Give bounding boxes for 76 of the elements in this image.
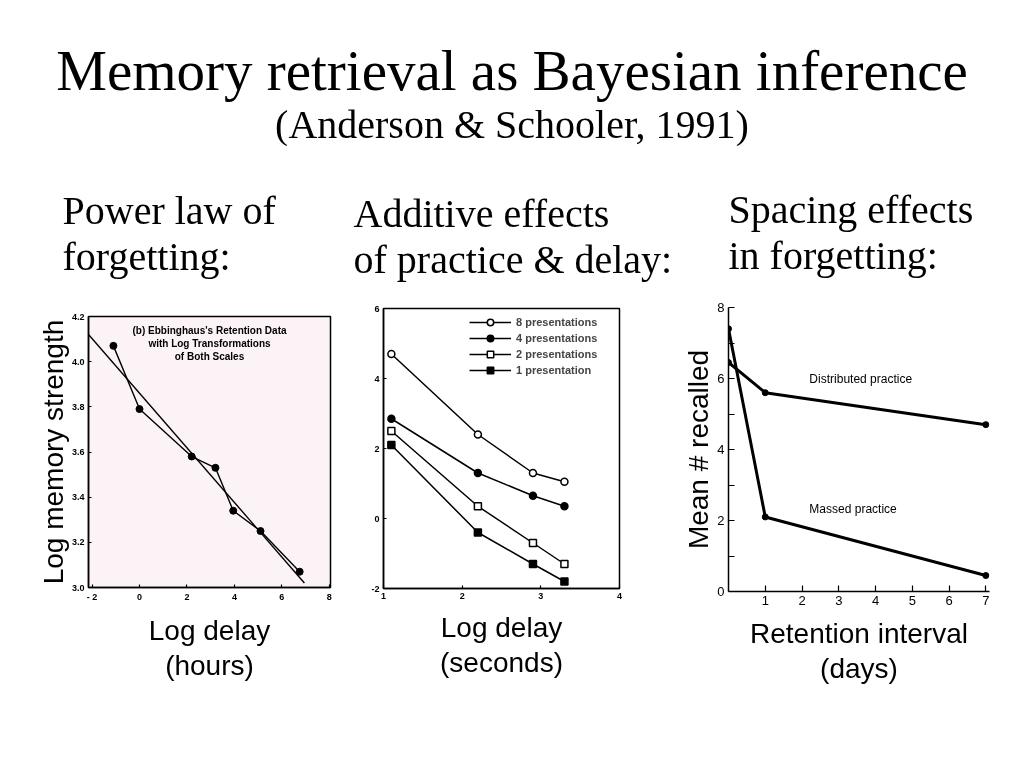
legend-label: 4 presentations: [516, 331, 599, 346]
y-tick-label: 4: [717, 442, 725, 457]
y-tick-label: -2: [371, 583, 380, 594]
text: (Anderson & Schooler, 1991): [274, 102, 750, 147]
legend-label: 1 presentation: [516, 363, 593, 378]
x-axis-title: Log delay (seconds): [440, 611, 563, 679]
y-tick-label: 3.2: [71, 537, 85, 548]
point: [560, 502, 569, 511]
y-axis-title: Log memory strength: [37, 319, 69, 585]
point: [387, 349, 396, 359]
x-tick-label: 6: [945, 592, 953, 608]
y-tick-label: 3.6: [71, 447, 85, 457]
y-tick-label: 0: [374, 513, 380, 524]
y-tick-label: 4.2: [71, 311, 85, 322]
y-tick-label: 3.4: [71, 492, 85, 503]
point: [528, 468, 538, 478]
point: [761, 513, 769, 521]
x-tick-label: 5: [908, 592, 916, 608]
annotation: (b) Ebbinghaus's Retention Data with Log Transformations of Both Scales: [132, 324, 287, 362]
x-tick-label: 4: [617, 590, 623, 601]
point: [560, 477, 569, 486]
point: [256, 527, 265, 536]
x-tick-label: 3: [538, 590, 544, 601]
x-tick-label: 2: [798, 592, 806, 608]
y-tick-label: 3.0: [71, 582, 85, 593]
x-tick-label: 4: [871, 592, 880, 608]
point: [528, 538, 538, 548]
point: [387, 414, 396, 423]
point: [135, 405, 144, 414]
y-tick-label: 6: [374, 303, 380, 314]
legend-label: 8 presentations: [516, 315, 599, 330]
y-tick-label: 4.0: [71, 356, 85, 367]
point: [473, 502, 483, 511]
series-label: Distributed practice: [809, 372, 913, 387]
y-tick-label: 3.8: [71, 401, 85, 412]
y-tick-label: 2: [717, 513, 725, 528]
x-tick-label: 2: [184, 591, 190, 602]
text: Power law of forgetting:: [62, 187, 277, 280]
point: [560, 559, 569, 569]
series-label: Massed practice: [809, 501, 898, 516]
x-tick-label: 3: [835, 592, 843, 608]
point: [473, 468, 483, 478]
x-tick-label: 8: [326, 591, 332, 602]
point: [387, 440, 396, 450]
x-tick-label: 2: [459, 590, 465, 601]
point: [560, 577, 569, 586]
x-tick-label: 1: [381, 590, 387, 601]
point: [761, 389, 769, 397]
x-tick-label: - 2: [86, 591, 98, 602]
point: [528, 491, 538, 500]
chart-title: Spacing effects in forgetting:: [728, 186, 974, 279]
point: [982, 421, 990, 429]
legend-label: 2 presentations: [516, 347, 599, 362]
point: [229, 506, 238, 515]
x-tick-label: 1: [761, 592, 769, 608]
y-tick-label: 4: [374, 373, 380, 384]
text: Memory retrieval as Bayesian inference: [55, 39, 969, 102]
point: [109, 341, 118, 350]
y-tick-label: 6: [717, 371, 725, 386]
point: [295, 567, 304, 576]
x-axis-title: Retention interval (days): [750, 617, 968, 685]
point: [211, 463, 220, 472]
y-axis-title: Mean # recalled: [683, 349, 715, 550]
point: [473, 430, 483, 439]
y-tick-label: 8: [717, 300, 725, 315]
x-tick-label: 0: [137, 591, 143, 602]
point: [982, 572, 990, 580]
point: [473, 528, 483, 537]
chart-title: Additive effects of practice & delay:: [353, 190, 673, 283]
x-axis-title: Log delay (hours): [148, 614, 271, 682]
x-tick-label: 6: [279, 591, 285, 602]
point: [387, 426, 396, 436]
point: [528, 559, 538, 569]
x-tick-label: 7: [982, 592, 990, 608]
x-tick-label: 4: [231, 591, 237, 602]
y-tick-label: 2: [374, 443, 380, 454]
